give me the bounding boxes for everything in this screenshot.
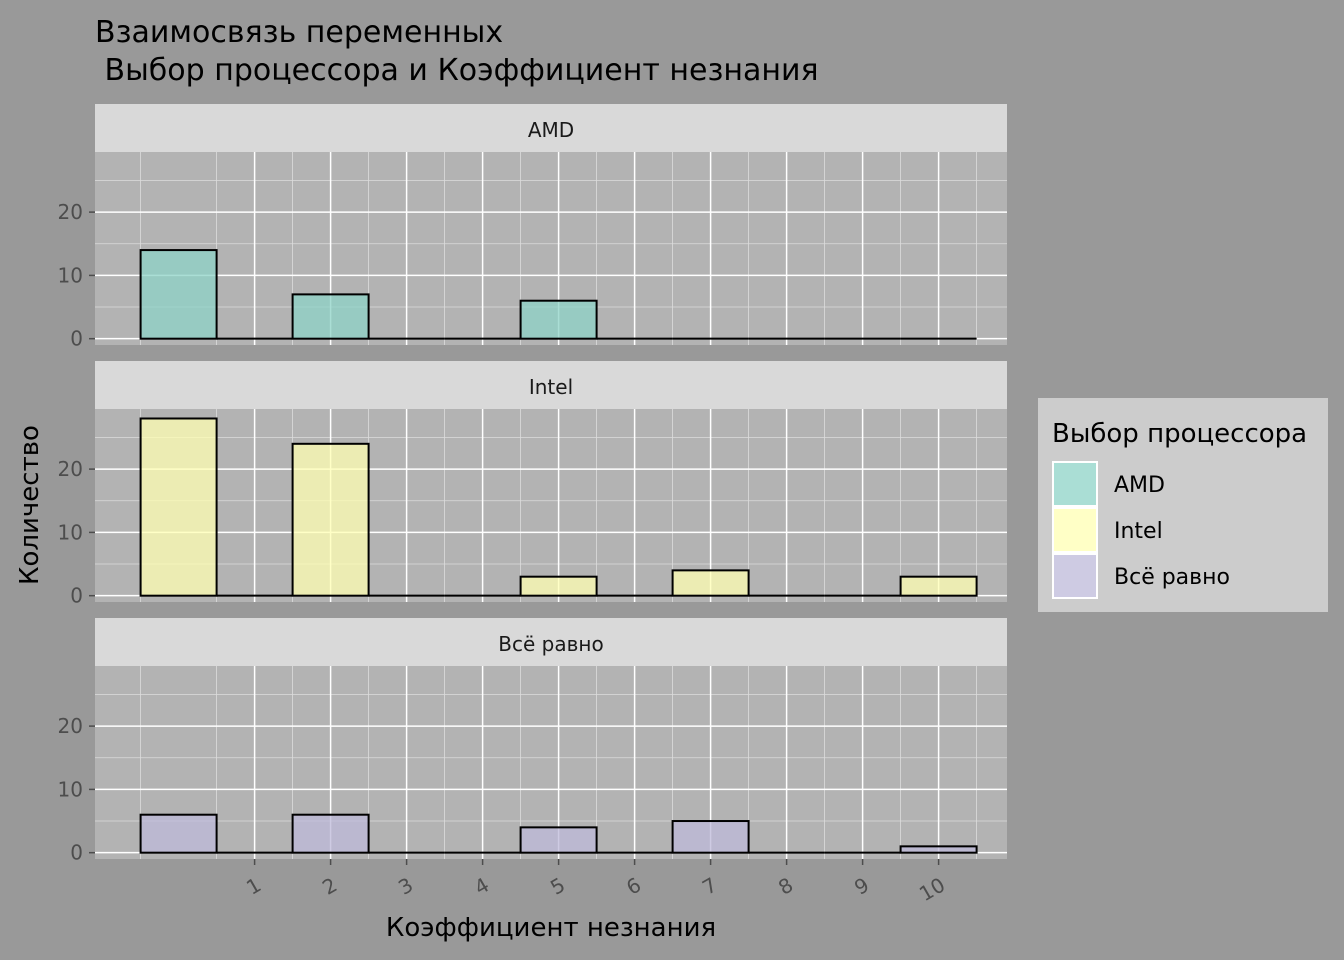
- y-tick-label: 10: [58, 263, 83, 287]
- x-tick-label: 3: [394, 873, 417, 900]
- facet-strip: [95, 361, 1007, 409]
- y-tick-label: 20: [58, 714, 83, 738]
- facet-strip-label: Intel: [529, 375, 573, 399]
- facet-strip-label: AMD: [528, 118, 574, 142]
- legend-items: AMD Intel Всё равно: [1052, 461, 1230, 599]
- x-tick-label: 4: [470, 873, 493, 900]
- x-tick-label: 2: [318, 873, 341, 900]
- bar: [139, 417, 218, 597]
- bar: [139, 249, 218, 340]
- x-tick-label: 10: [915, 873, 949, 907]
- y-tick-label: 20: [58, 457, 83, 481]
- chart-title-line-2: Выбор процессора и Коэффициент незнания: [95, 53, 819, 88]
- bar: [519, 575, 598, 597]
- legend-key: [1054, 555, 1096, 597]
- bar: [899, 575, 978, 597]
- bar: [899, 845, 978, 854]
- y-axis-label: Количество: [15, 425, 45, 585]
- y-tick-label: 0: [70, 841, 83, 865]
- y-tick-label: 10: [58, 777, 83, 801]
- bar: [671, 820, 750, 854]
- facet-strip: [95, 618, 1007, 666]
- panel-2: Intel 0 10 20: [58, 361, 1007, 608]
- x-tick-label: 6: [622, 873, 645, 900]
- x-tick-label: 7: [698, 873, 721, 900]
- x-tick-label: 8: [774, 873, 797, 900]
- bar: [519, 299, 598, 340]
- y-tick-label: 0: [70, 584, 83, 608]
- legend: Выбор процессора AMD Intel Всё равно: [1038, 398, 1328, 612]
- legend-title: Выбор процессора: [1052, 419, 1307, 449]
- bar: [139, 813, 218, 854]
- bar: [291, 293, 370, 340]
- legend-key: [1054, 463, 1096, 505]
- legend-key: [1054, 509, 1096, 551]
- chart-title-line-1: Взаимосвязь переменных: [95, 15, 503, 50]
- y-tick-label: 0: [70, 327, 83, 351]
- legend-item: AMD: [1052, 461, 1165, 507]
- facet-strip-label: Всё равно: [498, 632, 603, 656]
- panel-background: [95, 409, 1007, 602]
- y-tick-label: 10: [58, 520, 83, 544]
- legend-item: Всё равно: [1052, 553, 1230, 599]
- panel-3: Всё равно 0 10 20: [58, 618, 1007, 865]
- legend-label: Intel: [1114, 519, 1163, 544]
- bar: [291, 813, 370, 854]
- x-axis-label: Коэффициент незнания: [386, 913, 716, 943]
- legend-label: Всё равно: [1114, 565, 1230, 590]
- panel-1: AMD 0 10 20: [58, 104, 1007, 351]
- bar: [671, 569, 750, 597]
- bar: [291, 442, 370, 597]
- facet-strip: [95, 104, 1007, 152]
- x-axis: 1 2 3 4 5 6 7 8 9 10: [242, 859, 949, 906]
- x-tick-label: 5: [546, 873, 569, 900]
- legend-item: Intel: [1052, 507, 1163, 553]
- legend-label: AMD: [1114, 473, 1165, 498]
- facet-panels: AMD 0 10 20 Intel 0 10 20 Всё равно 0 10 20: [58, 104, 1007, 865]
- bar: [519, 826, 598, 854]
- x-tick-label: 1: [242, 873, 265, 900]
- x-tick-label: 9: [850, 873, 873, 900]
- y-tick-label: 20: [58, 200, 83, 224]
